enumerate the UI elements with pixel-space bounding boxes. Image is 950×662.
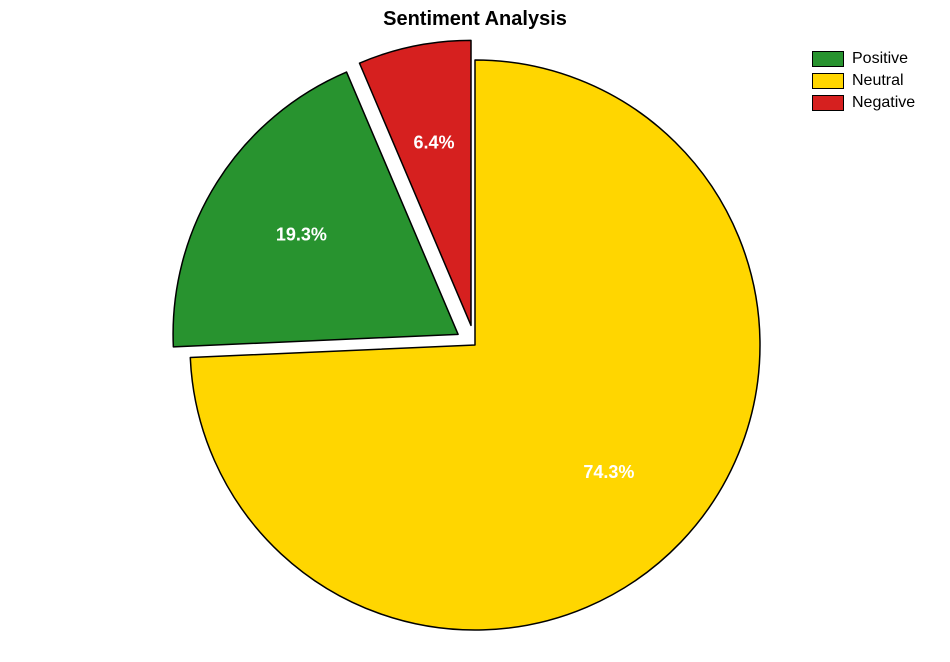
pie-chart-container: Sentiment Analysis 74.3%19.3%6.4% Positi… [0,0,950,662]
legend-swatch [812,73,844,89]
legend: Positive Neutral Negative [812,50,915,116]
pie-chart-svg: 74.3% 19.3% 6.4% [0,0,950,662]
legend-label: Negative [852,94,915,112]
legend-item: Positive [812,50,915,68]
pie-slice-label: 19.3% [276,224,327,244]
legend-item: Neutral [812,72,915,90]
pie-slice-label: 74.3% [583,462,634,482]
legend-item: Negative [812,94,915,112]
pie-slice-label: 6.4% [413,133,454,153]
legend-swatch [812,95,844,111]
legend-label: Positive [852,50,908,68]
legend-swatch [812,51,844,67]
legend-label: Neutral [852,72,904,90]
